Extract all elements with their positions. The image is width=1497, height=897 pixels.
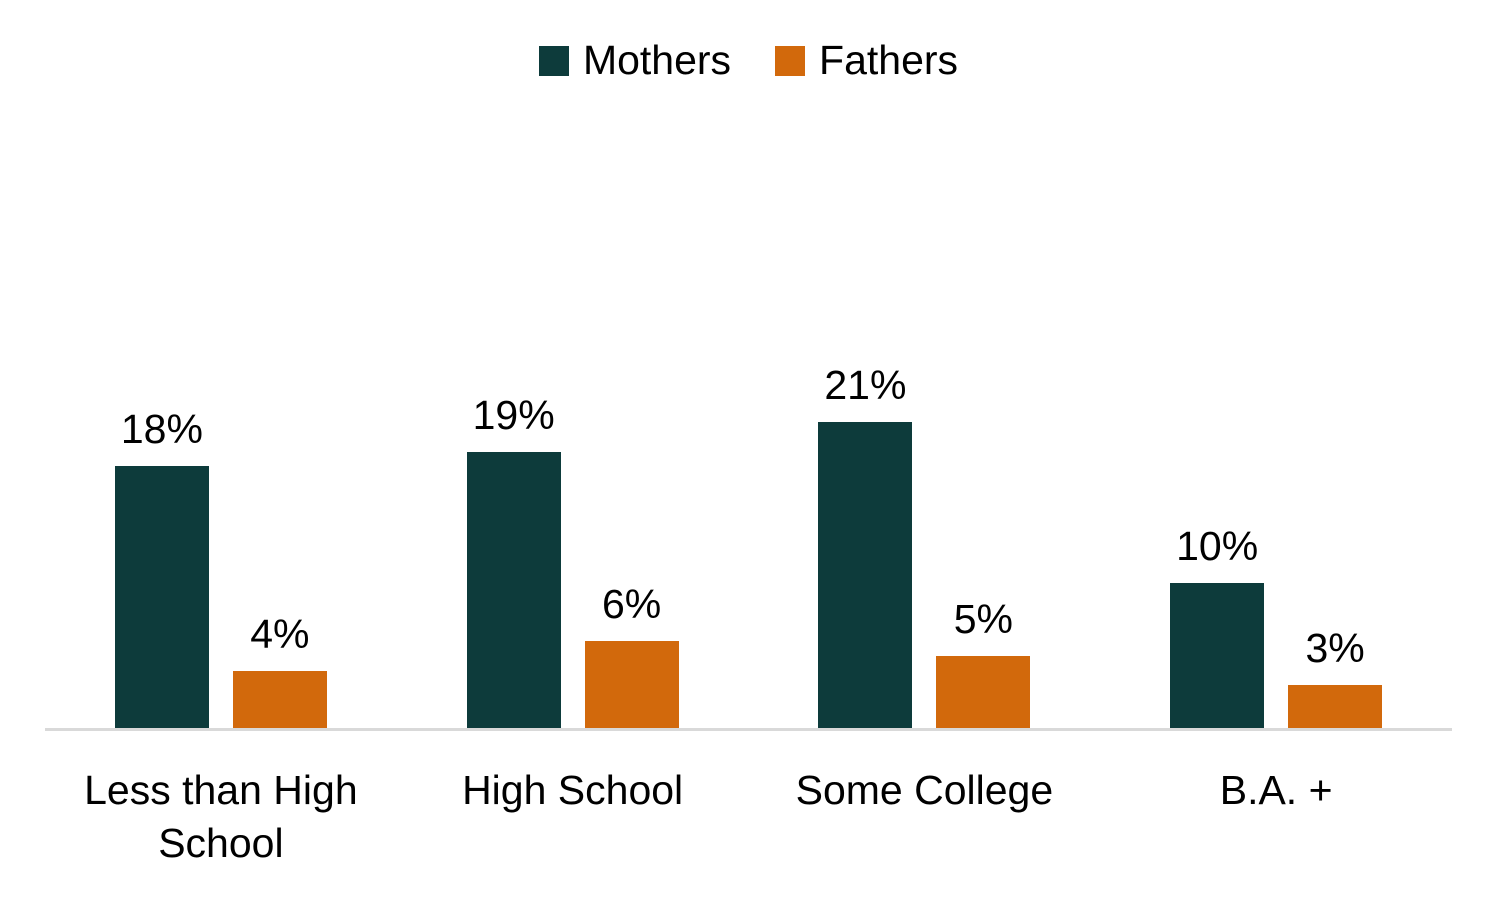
- bar-group: 18% 4%: [45, 129, 397, 729]
- category-label: High School: [462, 767, 684, 813]
- category-label: B.A. +: [1219, 767, 1333, 813]
- bar-fathers: [584, 641, 679, 729]
- bar-with-label: 19%: [466, 392, 561, 729]
- value-label: 21%: [824, 362, 907, 408]
- value-label: 19%: [472, 392, 555, 438]
- bar-group: 10% 3%: [1100, 129, 1452, 729]
- bar-mothers: [114, 466, 209, 729]
- bar-mothers: [818, 422, 913, 729]
- bar-fathers: [936, 656, 1031, 729]
- category-label: Some College: [795, 767, 1054, 813]
- value-label: 5%: [953, 596, 1013, 642]
- chart-legend: Mothers Fathers: [0, 40, 1497, 81]
- bar-with-label: 3%: [1288, 625, 1383, 729]
- bar-mothers: [466, 452, 561, 729]
- fathers-swatch-icon: [775, 45, 806, 76]
- bar-with-label: 5%: [936, 596, 1031, 729]
- value-label: 18%: [120, 406, 203, 452]
- value-label: 6%: [601, 581, 662, 627]
- x-axis-line: [45, 728, 1452, 731]
- value-label: 4%: [250, 611, 310, 657]
- plot-area: 18% 4% 19% 6% 21% 5% 10% 3%: [45, 129, 1452, 729]
- category-axis: Less than High School High School Some C…: [45, 764, 1452, 871]
- bar-group: 21% 5%: [749, 129, 1101, 729]
- bar-with-label: 4%: [232, 611, 327, 729]
- value-label: 10%: [1176, 523, 1259, 569]
- value-label: 3%: [1305, 625, 1365, 671]
- bar-fathers: [1288, 685, 1383, 729]
- mothers-swatch-icon: [538, 45, 569, 76]
- bar-with-label: 21%: [818, 362, 913, 729]
- legend-label-fathers: Fathers: [819, 37, 959, 83]
- bar-with-label: 10%: [1170, 523, 1265, 729]
- legend-item-mothers: Mothers: [538, 37, 732, 83]
- legend-label-mothers: Mothers: [582, 37, 732, 83]
- bar-with-label: 6%: [584, 581, 679, 729]
- bar-mothers: [1170, 583, 1265, 729]
- bar-with-label: 18%: [114, 406, 209, 729]
- category-label: Less than High School: [84, 767, 358, 867]
- bar-fathers: [232, 671, 327, 729]
- legend-item-fathers: Fathers: [775, 40, 958, 81]
- bar-group: 19% 6%: [397, 129, 749, 729]
